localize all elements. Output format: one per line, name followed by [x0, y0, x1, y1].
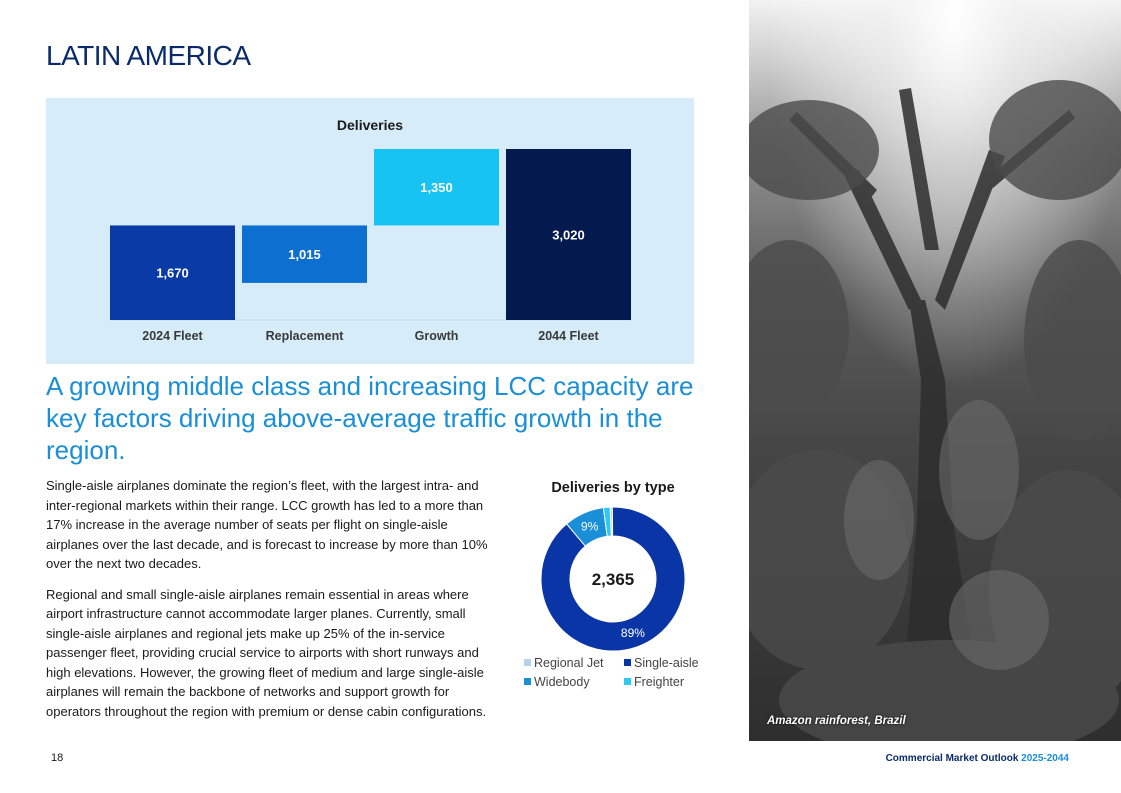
- waterfall-value-label: 1,670: [156, 266, 189, 281]
- legend-label: Freighter: [634, 675, 684, 689]
- paragraph-1: Single-aisle airplanes dominate the regi…: [46, 478, 488, 571]
- photo-caption: Amazon rainforest, Brazil: [767, 715, 906, 727]
- waterfall-value-label: 1,350: [420, 180, 453, 195]
- paragraph-2: Regional and small single-aisle airplane…: [46, 586, 487, 719]
- footer-text: Commercial Market Outlook: [885, 753, 1019, 764]
- footer-years: 2025-2044: [1021, 753, 1069, 764]
- page-number: 18: [51, 752, 64, 764]
- legend-label: Single-aisle: [634, 656, 699, 670]
- donut-slice-label: 9%: [581, 519, 599, 533]
- legend-label: Regional Jet: [534, 656, 604, 670]
- waterfall-value-label: 3,020: [552, 228, 585, 243]
- legend-swatch: [624, 678, 631, 685]
- rainforest-photo: Amazon rainforest, Brazil: [749, 0, 1121, 741]
- legend-swatch: [624, 659, 631, 666]
- waterfall-bar: [506, 149, 631, 320]
- headline: A growing middle class and increasing LC…: [46, 371, 694, 465]
- waterfall-bar: [242, 225, 367, 283]
- waterfall-bar: [374, 149, 499, 226]
- waterfall-category-label: Replacement: [266, 329, 345, 343]
- legend-swatch: [524, 659, 531, 666]
- deliveries-by-type-donut-chart: Deliveries by type 89% 9% 2,365 Regional Jet…: [516, 476, 716, 694]
- page-title: LATIN AMERICA: [46, 40, 251, 71]
- waterfall-title: Deliveries: [337, 117, 403, 133]
- waterfall-category-label: 2024 Fleet: [142, 329, 203, 343]
- donut-slice: [540, 506, 686, 652]
- donut-center-label: 2,365: [592, 570, 635, 589]
- donut-slice: [602, 506, 612, 537]
- donut-title: Deliveries by type: [551, 480, 674, 496]
- body-text: Single-aisle airplanes dominate the regi…: [46, 476, 504, 732]
- footer-title: Commercial Market Outlook 2025-2044: [886, 753, 1069, 764]
- legend-swatch: [524, 678, 531, 685]
- donut-slice-label: 89%: [621, 626, 645, 640]
- deliveries-waterfall-chart: Deliveries 1,670 2024 Fleet 1,015 Replacemen…: [46, 98, 694, 364]
- waterfall-category-label: Growth: [415, 329, 459, 343]
- waterfall-bar: [110, 225, 235, 320]
- legend-label: Widebody: [534, 675, 590, 689]
- rainforest-tree-illustration: [749, 0, 1121, 741]
- waterfall-category-label: 2044 Fleet: [538, 329, 599, 343]
- waterfall-value-label: 1,015: [288, 247, 321, 262]
